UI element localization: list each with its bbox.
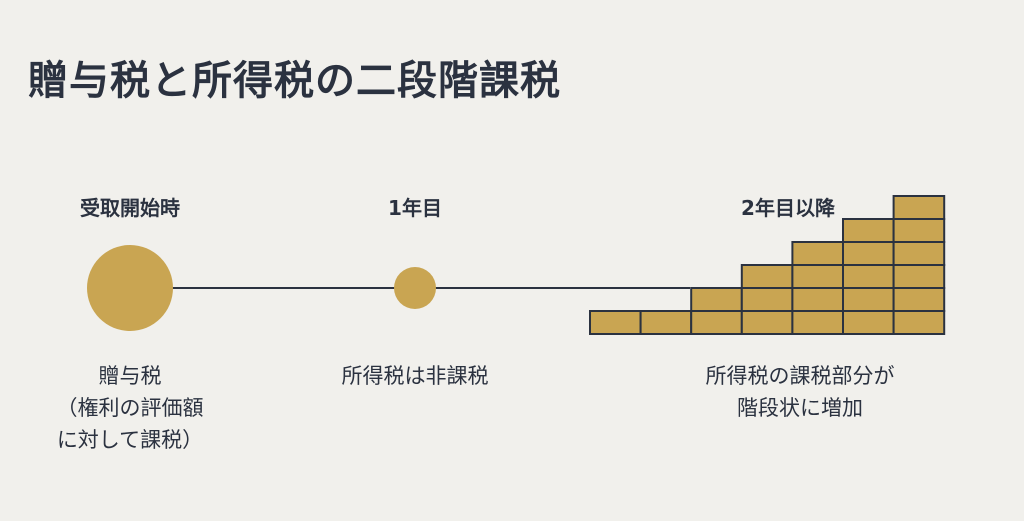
stair-block	[842, 241, 895, 266]
stair-block	[791, 287, 845, 312]
stair-block	[740, 310, 794, 335]
stair-block	[892, 218, 946, 243]
stair-block	[842, 310, 895, 335]
stair-block	[639, 310, 693, 335]
stair-block	[892, 264, 946, 289]
stair-block	[589, 310, 642, 335]
stair-block	[791, 264, 845, 289]
stair-block	[842, 218, 895, 243]
desc-start-line-3: に対して課税）	[56, 428, 204, 452]
stair-block	[740, 264, 794, 289]
staircase-blocks	[589, 195, 946, 335]
stage-label-year2-onward: 2年目以降	[741, 196, 835, 220]
desc-year2-line-1: 所得税の課税部分が	[705, 364, 895, 388]
page-title: 贈与税と所得税の二段階課税	[28, 58, 561, 104]
desc-year2-line-2: 階段状に増加	[737, 396, 863, 420]
desc-year1-line-1: 所得税は非課税	[341, 364, 489, 388]
stair-block	[892, 287, 946, 312]
desc-start: 贈与税 （権利の評価額 に対して課税）	[57, 360, 204, 456]
desc-year2-onward: 所得税の課税部分が 階段状に増加	[706, 360, 895, 424]
stair-block	[690, 310, 743, 335]
year1-circle	[394, 267, 436, 309]
desc-start-line-2: （権利の評価額	[56, 396, 204, 420]
stage-label-start: 受取開始時	[80, 196, 180, 220]
stair-block	[791, 310, 845, 335]
stair-block	[892, 310, 946, 335]
stage-label-year1: 1年目	[388, 196, 442, 220]
stair-block	[740, 287, 794, 312]
stair-block	[791, 241, 845, 266]
stair-block	[892, 195, 946, 220]
stair-block	[842, 287, 895, 312]
desc-year1: 所得税は非課税	[342, 360, 489, 392]
stair-block	[892, 241, 946, 266]
stair-block	[842, 264, 895, 289]
stair-block	[690, 287, 743, 312]
gift-tax-circle	[87, 245, 173, 331]
desc-start-line-1: 贈与税	[98, 364, 162, 388]
